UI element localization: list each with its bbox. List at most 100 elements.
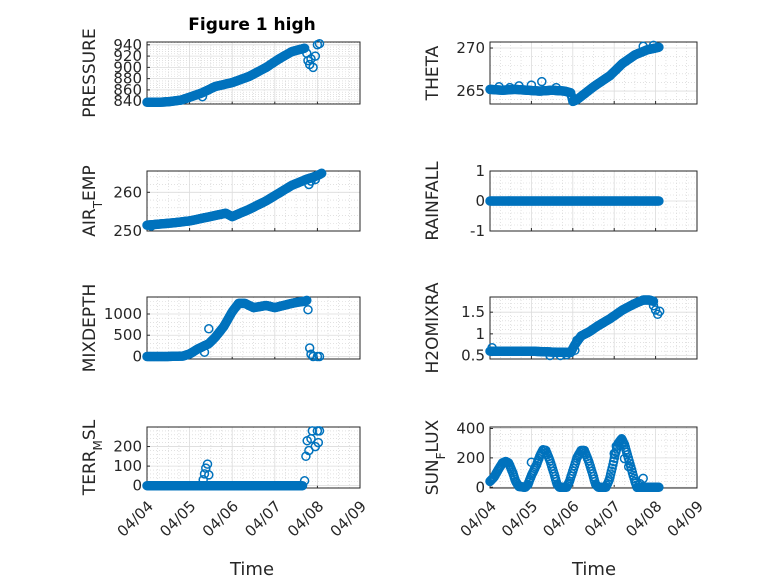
y-tick-label: 860 bbox=[113, 81, 142, 99]
y-tick-label: 0 bbox=[132, 347, 142, 365]
y-axis-label: MIXDEPTH bbox=[80, 284, 100, 373]
x-tick-label: 04/07 bbox=[241, 497, 284, 540]
y-axis-label: PRESSURE bbox=[80, 28, 100, 117]
data-point bbox=[648, 296, 659, 307]
y-tick-label: 880 bbox=[113, 70, 142, 88]
data-markers bbox=[142, 426, 325, 491]
y-tick-label: 500 bbox=[113, 326, 142, 344]
data-point bbox=[303, 304, 313, 315]
data-point bbox=[306, 176, 316, 186]
y-tick-label: 1000 bbox=[104, 305, 142, 323]
axis-frame bbox=[146, 170, 361, 232]
y-tick-label: 1.5 bbox=[461, 303, 485, 321]
y-tick-label: 0.5 bbox=[461, 347, 485, 365]
data-point bbox=[561, 349, 572, 360]
x-tick-label: 04/04 bbox=[457, 497, 500, 540]
axis-frame bbox=[489, 296, 698, 360]
y-tick-label: 0 bbox=[475, 478, 485, 496]
data-point bbox=[314, 426, 325, 436]
data-point bbox=[514, 81, 524, 91]
y-tick-label: 260 bbox=[113, 183, 142, 201]
data-point bbox=[299, 43, 310, 53]
subplot-h2omixra: 0.5 1 1.5 H2OMIXRA bbox=[423, 282, 698, 374]
x-tick-label: 04/08 bbox=[284, 497, 327, 540]
data-point bbox=[487, 342, 497, 353]
y-tick-label: 920 bbox=[113, 47, 142, 65]
y-label-rest: SL bbox=[80, 419, 100, 440]
x-axis-label-right: Time bbox=[571, 559, 616, 580]
data-point bbox=[623, 461, 634, 472]
x-tick-label: 04/05 bbox=[156, 497, 199, 540]
data-point bbox=[204, 324, 214, 334]
data-point bbox=[308, 62, 318, 73]
axis-frame bbox=[489, 41, 698, 105]
data-point bbox=[313, 437, 324, 448]
subplot-rainfall: -1 0 1 RAINFALL bbox=[423, 161, 698, 241]
y-axis-label: TERRMSL bbox=[80, 419, 105, 496]
y-tick-label: 100 bbox=[113, 457, 142, 475]
y-axis-label: RAINFALL bbox=[423, 161, 443, 241]
data-point bbox=[654, 196, 664, 206]
data-point bbox=[638, 41, 648, 52]
data-point bbox=[199, 469, 210, 479]
x-tick-label: 04/04 bbox=[114, 497, 157, 540]
subplot-air_temp: 250 260 AIRTEMP bbox=[80, 165, 361, 240]
y-label-subscript: T bbox=[91, 200, 105, 209]
data-markers bbox=[485, 295, 665, 361]
axis-frame bbox=[146, 296, 361, 360]
y-label-rest: EMP bbox=[80, 165, 100, 201]
data-point bbox=[199, 347, 210, 357]
data-point bbox=[619, 453, 630, 464]
data-point bbox=[310, 51, 321, 61]
x-tick-label: 04/07 bbox=[581, 497, 624, 540]
data-point bbox=[654, 42, 664, 52]
data-point bbox=[146, 221, 157, 231]
data-point bbox=[494, 82, 504, 92]
data-point bbox=[526, 457, 537, 468]
y-label-subscript: M bbox=[91, 440, 105, 450]
data-point bbox=[537, 76, 547, 87]
data-point bbox=[314, 351, 325, 362]
data-point bbox=[197, 91, 208, 102]
y-tick-label: 250 bbox=[113, 222, 142, 240]
axis-frame bbox=[146, 41, 361, 105]
y-label-main: TERR bbox=[80, 450, 100, 496]
y-tick-label: 200 bbox=[113, 438, 142, 456]
y-tick-label: -1 bbox=[470, 222, 485, 240]
data-point bbox=[572, 335, 582, 346]
x-tick-label: 04/06 bbox=[199, 497, 242, 540]
y-label-main: SUN bbox=[423, 459, 443, 495]
data-point bbox=[304, 343, 315, 353]
data-point bbox=[570, 345, 580, 356]
figure-title: Figure 1 high bbox=[188, 15, 316, 35]
data-point bbox=[654, 482, 664, 493]
data-point bbox=[316, 168, 327, 179]
data-point bbox=[551, 82, 561, 93]
x-axis-label-left: Time bbox=[229, 559, 274, 580]
data-point bbox=[202, 459, 213, 469]
y-tick-label: 0 bbox=[132, 477, 142, 495]
data-point bbox=[648, 40, 659, 51]
x-tick-label: 04/08 bbox=[622, 497, 665, 540]
x-tick-label: 04/09 bbox=[327, 497, 370, 540]
y-tick-label: 840 bbox=[113, 92, 142, 110]
data-point bbox=[308, 351, 318, 362]
y-tick-label: 1 bbox=[475, 325, 485, 343]
y-axis-label: H2OMIXRA bbox=[423, 282, 443, 373]
y-tick-label: 1 bbox=[475, 162, 485, 180]
data-point bbox=[307, 426, 318, 436]
data-point bbox=[654, 306, 665, 317]
data-point bbox=[505, 82, 515, 93]
y-tick-label: 200 bbox=[456, 449, 485, 467]
data-markers bbox=[142, 38, 325, 108]
data-markers bbox=[485, 434, 664, 493]
data-markers bbox=[142, 295, 325, 362]
data-markers bbox=[142, 168, 327, 231]
data-point bbox=[611, 441, 622, 451]
subplot-theta: 265 270 THETA bbox=[423, 39, 698, 107]
y-tick-label: 0 bbox=[475, 192, 485, 210]
